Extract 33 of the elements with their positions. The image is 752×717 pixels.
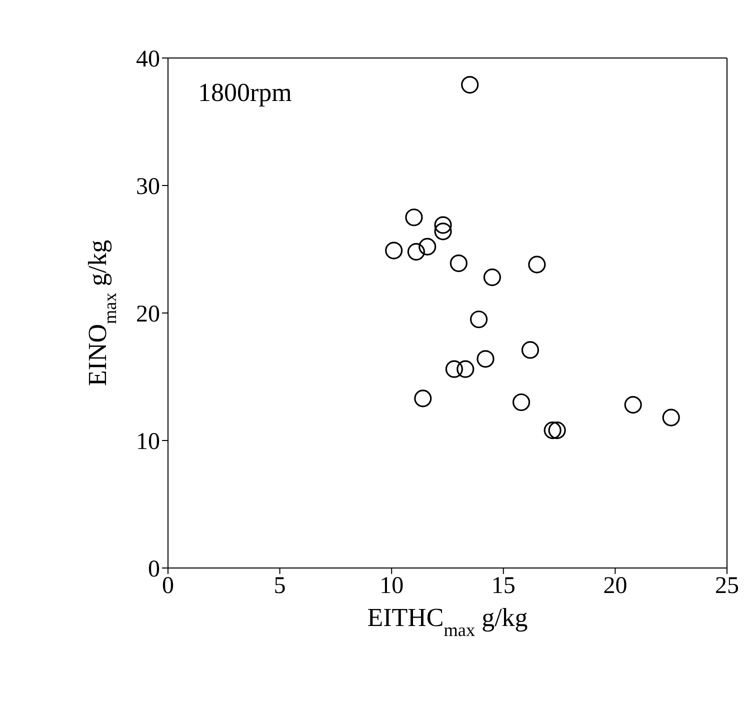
y-tick-label: 0 bbox=[148, 556, 160, 583]
point bbox=[470, 310, 488, 328]
point bbox=[418, 238, 436, 256]
point bbox=[414, 390, 432, 408]
y-tick-label: 10 bbox=[136, 429, 160, 456]
point bbox=[548, 422, 566, 440]
x-tick-label: 25 bbox=[715, 573, 739, 600]
annotation: 1800rpm bbox=[198, 78, 292, 108]
point bbox=[544, 422, 562, 440]
point bbox=[407, 243, 425, 261]
x-tick-label: 10 bbox=[380, 573, 404, 600]
point bbox=[450, 254, 468, 272]
x-tick-label: 5 bbox=[274, 573, 286, 600]
point bbox=[456, 360, 474, 378]
point bbox=[405, 208, 423, 226]
point bbox=[385, 242, 403, 260]
point bbox=[521, 341, 540, 359]
point bbox=[476, 350, 494, 368]
x-tick-label: 20 bbox=[603, 573, 628, 600]
point bbox=[434, 222, 452, 240]
point bbox=[528, 256, 546, 274]
point bbox=[512, 393, 530, 412]
point bbox=[624, 396, 642, 414]
y-tick-label: 30 bbox=[136, 174, 160, 200]
point bbox=[434, 216, 452, 234]
y-tick-label: 20 bbox=[136, 302, 160, 328]
point bbox=[483, 268, 502, 286]
point bbox=[461, 76, 479, 94]
point bbox=[662, 408, 680, 426]
point bbox=[445, 360, 464, 378]
y-tick-label: 40 bbox=[136, 46, 160, 73]
x-tick-label: 15 bbox=[491, 573, 516, 600]
x-axis-title: EITHC$_{max}$ g/kg bbox=[367, 603, 528, 640]
